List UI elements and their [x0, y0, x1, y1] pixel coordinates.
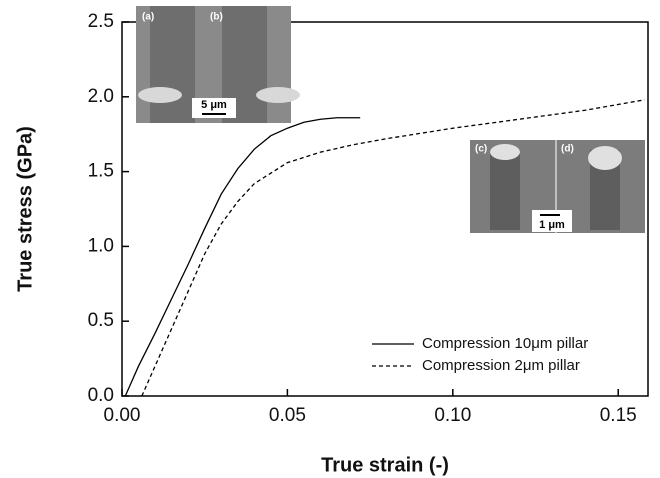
y-axis-label: True stress (GPa)	[14, 126, 36, 292]
scale-label: 5 μm	[201, 99, 227, 111]
inset-label: (d)	[561, 144, 574, 155]
pillar-top	[256, 87, 300, 103]
pillar	[490, 150, 520, 230]
y-tick-label: 2.0	[88, 86, 114, 107]
legend-label: Compression 10μm pillar	[422, 335, 588, 352]
x-tick-label: 0.10	[434, 405, 471, 426]
x-tick-label: 0.00	[104, 405, 141, 426]
pillar	[150, 6, 195, 123]
inset-ab: (a) (b) 5 μm	[136, 6, 300, 123]
scale-label: 1 μm	[539, 219, 565, 231]
legend-label: Compression 2μm pillar	[422, 357, 580, 374]
x-tick-label: 0.05	[269, 405, 306, 426]
inset-cd: (c) (d) 1 μm	[470, 140, 645, 233]
inset-label: (c)	[475, 144, 487, 155]
x-axis-label: True strain (-)	[321, 454, 449, 476]
y-tick-label: 0.5	[88, 310, 114, 331]
pillar-top	[588, 146, 622, 170]
pillar-top	[490, 144, 520, 160]
y-tick-label: 2.5	[88, 11, 114, 32]
series-line	[124, 117, 361, 397]
plot-frame	[121, 21, 649, 397]
y-tick-label: 1.0	[88, 235, 114, 256]
y-tick-label: 1.5	[88, 161, 114, 182]
y-tick-label: 0.0	[88, 385, 114, 406]
x-tick-label: 0.15	[600, 405, 637, 426]
inset-label: (b)	[210, 12, 223, 23]
series-line	[141, 99, 645, 397]
pillar-top	[138, 87, 182, 103]
inset-label: (a)	[142, 12, 154, 23]
